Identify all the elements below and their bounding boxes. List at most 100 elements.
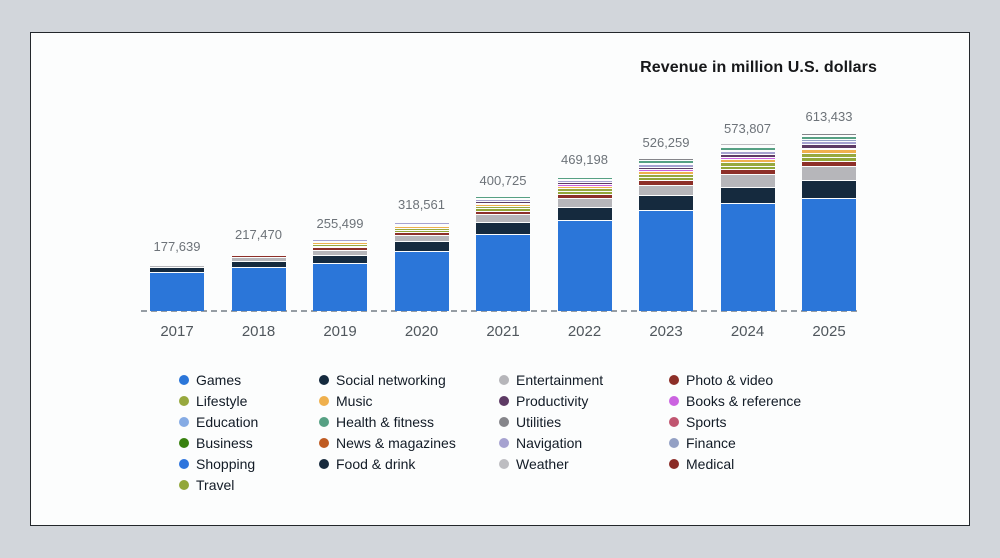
bar-segment-lifestyle[interactable]: [557, 189, 612, 192]
bar-segment-sports[interactable]: [720, 147, 775, 149]
bar-segment-books-reference[interactable]: [476, 203, 530, 205]
bar-segment-books-reference[interactable]: [720, 158, 775, 160]
bar-segment-navigation[interactable]: [313, 240, 367, 242]
bar-segment-books-reference[interactable]: [802, 148, 856, 151]
bar-segment-social-networking[interactable]: [639, 196, 693, 212]
bar-segment-navigation[interactable]: [639, 165, 693, 168]
bar-segment-news-magazines[interactable]: [557, 172, 612, 173]
bar-segment-entertainment[interactable]: [394, 235, 449, 243]
bar-segment-lifestyle[interactable]: [476, 207, 530, 210]
bar-segment-food-drink[interactable]: [639, 154, 693, 156]
bar-segment-health-fitness[interactable]: [150, 259, 204, 261]
bar-segment-health-fitness[interactable]: [394, 220, 449, 223]
bar-segment-travel[interactable]: [720, 166, 775, 171]
bar-segment-entertainment[interactable]: [802, 167, 856, 182]
bar-segment-weather[interactable]: [720, 144, 775, 146]
bar-segment-music[interactable]: [313, 243, 367, 246]
bar-segment-music[interactable]: [394, 226, 449, 230]
bar-segment-social-networking[interactable]: [231, 261, 286, 268]
bar-2022[interactable]: 469,198: [557, 152, 612, 311]
bar-segment-photo-video[interactable]: [476, 211, 530, 216]
bar-segment-finance[interactable]: [394, 222, 449, 223]
bar-segment-navigation[interactable]: [476, 199, 530, 202]
bar-segment-games[interactable]: [476, 234, 530, 311]
bar-segment-weather[interactable]: [639, 157, 693, 160]
bar-2025[interactable]: 613,433: [802, 109, 856, 311]
bar-segment-health-fitness[interactable]: [802, 137, 856, 141]
bar-segment-photo-video[interactable]: [720, 170, 775, 176]
bar-segment-news-magazines[interactable]: [476, 192, 530, 193]
bar-segment-social-networking[interactable]: [802, 181, 856, 200]
bar-2021[interactable]: 400,725: [476, 173, 530, 311]
bar-segment-sports[interactable]: [802, 136, 856, 138]
bar-segment-weather[interactable]: [557, 174, 612, 176]
bar-segment-productivity[interactable]: [802, 145, 856, 149]
bar-2018[interactable]: 217,470: [231, 227, 286, 311]
bar-segment-games[interactable]: [720, 204, 775, 311]
bar-segment-music[interactable]: [150, 262, 204, 264]
bar-segment-travel[interactable]: [557, 191, 612, 195]
bar-segment-entertainment[interactable]: [231, 258, 286, 262]
bar-segment-sports[interactable]: [394, 220, 449, 221]
bar-segment-books-reference[interactable]: [557, 185, 612, 187]
bar-segment-health-fitness[interactable]: [557, 177, 612, 180]
bar-segment-navigation[interactable]: [802, 142, 856, 146]
bar-segment-productivity[interactable]: [720, 155, 775, 159]
bar-segment-finance[interactable]: [802, 140, 856, 142]
bar-segment-entertainment[interactable]: [557, 198, 612, 209]
bar-segment-lifestyle[interactable]: [313, 245, 367, 247]
bar-segment-finance[interactable]: [720, 150, 775, 153]
bar-segment-entertainment[interactable]: [476, 215, 530, 224]
bar-segment-business[interactable]: [557, 173, 612, 174]
bar-segment-sports[interactable]: [557, 176, 612, 178]
bar-segment-games[interactable]: [802, 199, 856, 311]
bar-segment-travel[interactable]: [313, 246, 367, 249]
bar-segment-productivity[interactable]: [150, 261, 204, 262]
bar-segment-entertainment[interactable]: [639, 185, 693, 197]
bar-segment-travel[interactable]: [802, 157, 856, 162]
bar-segment-navigation[interactable]: [231, 250, 286, 252]
bar-segment-food-drink[interactable]: [802, 128, 856, 130]
bar-segment-books-reference[interactable]: [639, 170, 693, 172]
bar-segment-navigation[interactable]: [557, 180, 612, 184]
bar-segment-health-fitness[interactable]: [639, 161, 693, 164]
bar-segment-photo-video[interactable]: [231, 256, 286, 259]
bar-segment-health-fitness[interactable]: [720, 148, 775, 151]
bar-segment-finance[interactable]: [557, 179, 612, 181]
bar-segment-lifestyle[interactable]: [231, 253, 286, 256]
bar-segment-education[interactable]: [639, 157, 693, 158]
bar-segment-travel[interactable]: [639, 177, 693, 181]
bar-segment-entertainment[interactable]: [720, 175, 775, 188]
bar-segment-shopping[interactable]: [476, 192, 530, 194]
bar-segment-social-networking[interactable]: [394, 242, 449, 252]
bar-segment-music[interactable]: [557, 186, 612, 190]
bar-segment-shopping[interactable]: [720, 141, 775, 143]
bar-segment-utilities[interactable]: [720, 145, 775, 148]
bar-segment-photo-video[interactable]: [802, 161, 856, 168]
bar-segment-education[interactable]: [557, 173, 612, 175]
bar-segment-lifestyle[interactable]: [639, 174, 693, 178]
bar-segment-business[interactable]: [802, 131, 856, 132]
bar-segment-news-magazines[interactable]: [720, 141, 775, 142]
bar-segment-social-networking[interactable]: [476, 223, 530, 235]
bar-segment-travel[interactable]: [476, 209, 530, 212]
bar-segment-utilities[interactable]: [476, 195, 530, 197]
bar-segment-utilities[interactable]: [394, 219, 449, 221]
bar-segment-travel[interactable]: [394, 230, 449, 233]
bar-segment-music[interactable]: [639, 171, 693, 175]
bar-segment-photo-video[interactable]: [394, 232, 449, 236]
bar-segment-weather[interactable]: [802, 132, 856, 135]
bar-segment-music[interactable]: [802, 150, 856, 155]
bar-segment-lifestyle[interactable]: [802, 154, 856, 158]
bar-segment-music[interactable]: [720, 159, 775, 164]
bar-segment-news-magazines[interactable]: [802, 129, 856, 131]
bar-segment-business[interactable]: [720, 142, 775, 144]
bar-segment-finance[interactable]: [639, 163, 693, 166]
bar-segment-lifestyle[interactable]: [150, 263, 204, 264]
bar-segment-entertainment[interactable]: [150, 265, 204, 269]
bar-segment-news-magazines[interactable]: [639, 155, 693, 156]
bar-segment-social-networking[interactable]: [720, 187, 775, 205]
bar-segment-games[interactable]: [557, 221, 612, 311]
bar-segment-shopping[interactable]: [557, 172, 612, 174]
bar-2024[interactable]: 573,807: [720, 121, 775, 311]
